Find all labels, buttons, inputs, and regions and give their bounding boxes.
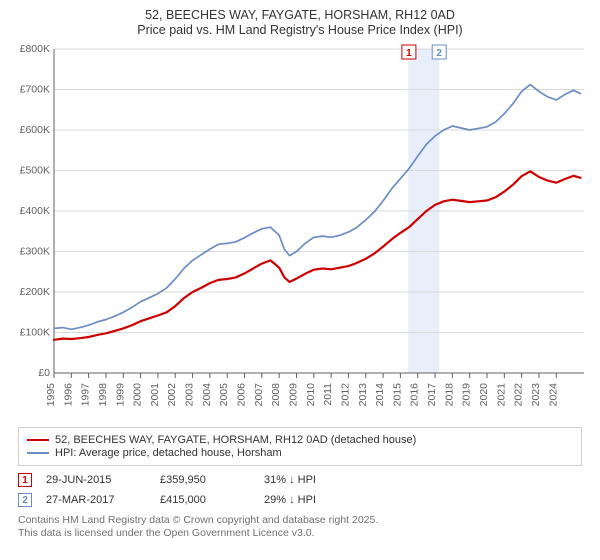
svg-text:1: 1 (406, 48, 412, 59)
attribution-line2: This data is licensed under the Open Gov… (18, 527, 582, 540)
svg-text:2014: 2014 (374, 383, 386, 407)
svg-text:£500K: £500K (20, 165, 50, 177)
legend-item: HPI: Average price, detached house, Hors… (27, 447, 573, 459)
svg-text:£300K: £300K (20, 246, 50, 258)
svg-text:£600K: £600K (20, 124, 50, 136)
legend-label: HPI: Average price, detached house, Hors… (55, 447, 282, 459)
svg-text:2007: 2007 (253, 383, 265, 407)
svg-text:2004: 2004 (201, 383, 213, 407)
sale-marker: 1 (18, 473, 32, 487)
svg-text:2023: 2023 (530, 383, 542, 407)
title-line1: 52, BEECHES WAY, FAYGATE, HORSHAM, RH12 … (10, 8, 590, 22)
svg-text:2020: 2020 (478, 383, 490, 407)
svg-text:2002: 2002 (166, 383, 178, 407)
svg-text:£0: £0 (38, 367, 50, 379)
svg-text:2017: 2017 (426, 383, 438, 407)
svg-text:1996: 1996 (62, 383, 74, 407)
svg-text:1995: 1995 (45, 383, 57, 407)
svg-text:2009: 2009 (287, 383, 299, 407)
svg-text:2019: 2019 (461, 383, 473, 407)
svg-text:2: 2 (436, 48, 442, 59)
svg-text:2001: 2001 (149, 383, 161, 407)
svg-text:£700K: £700K (20, 84, 50, 96)
svg-text:2010: 2010 (305, 383, 317, 407)
sale-marker: 2 (18, 493, 32, 507)
svg-text:1999: 1999 (114, 383, 126, 407)
svg-text:2016: 2016 (409, 383, 421, 407)
svg-text:2011: 2011 (322, 383, 334, 406)
svg-text:2008: 2008 (270, 383, 282, 407)
sale-hpi-diff: 31% ↓ HPI (264, 474, 364, 486)
svg-text:£400K: £400K (20, 205, 50, 217)
svg-text:2021: 2021 (495, 383, 507, 407)
sale-hpi-diff: 29% ↓ HPI (264, 494, 364, 506)
sale-row: 2 27-MAR-2017 £415,000 29% ↓ HPI (18, 490, 582, 510)
svg-text:1997: 1997 (80, 383, 92, 407)
sale-price: £415,000 (160, 494, 250, 506)
sale-price: £359,950 (160, 474, 250, 486)
svg-text:£200K: £200K (20, 286, 50, 298)
svg-text:2006: 2006 (236, 383, 248, 407)
svg-text:2018: 2018 (443, 383, 455, 407)
sale-date: 29-JUN-2015 (46, 474, 146, 486)
svg-text:2022: 2022 (513, 383, 525, 407)
sale-date: 27-MAR-2017 (46, 494, 146, 506)
svg-text:£100K: £100K (20, 327, 50, 339)
svg-text:2003: 2003 (184, 383, 196, 407)
attribution-line1: Contains HM Land Registry data © Crown c… (18, 514, 582, 527)
svg-text:2015: 2015 (391, 383, 403, 407)
svg-text:2005: 2005 (218, 383, 230, 407)
svg-text:2012: 2012 (339, 383, 351, 407)
svg-text:1998: 1998 (97, 383, 109, 407)
sale-records: 1 29-JUN-2015 £359,950 31% ↓ HPI 2 27-MAR-201… (18, 470, 582, 510)
legend-swatch (27, 439, 49, 441)
legend: 52, BEECHES WAY, FAYGATE, HORSHAM, RH12 … (18, 427, 582, 466)
svg-text:2013: 2013 (357, 383, 369, 407)
svg-text:£800K: £800K (20, 43, 50, 55)
legend-swatch (27, 452, 49, 454)
title-line2: Price paid vs. HM Land Registry's House … (10, 23, 590, 37)
legend-item: 52, BEECHES WAY, FAYGATE, HORSHAM, RH12 … (27, 434, 573, 446)
svg-text:2000: 2000 (132, 383, 144, 407)
svg-text:2024: 2024 (547, 383, 559, 407)
legend-label: 52, BEECHES WAY, FAYGATE, HORSHAM, RH12 … (55, 434, 416, 446)
attribution: Contains HM Land Registry data © Crown c… (18, 514, 582, 540)
price-chart: £0 £100K £200K £300K £400K £500K £600K £700K £80… (10, 43, 590, 421)
sale-row: 1 29-JUN-2015 £359,950 31% ↓ HPI (18, 470, 582, 490)
